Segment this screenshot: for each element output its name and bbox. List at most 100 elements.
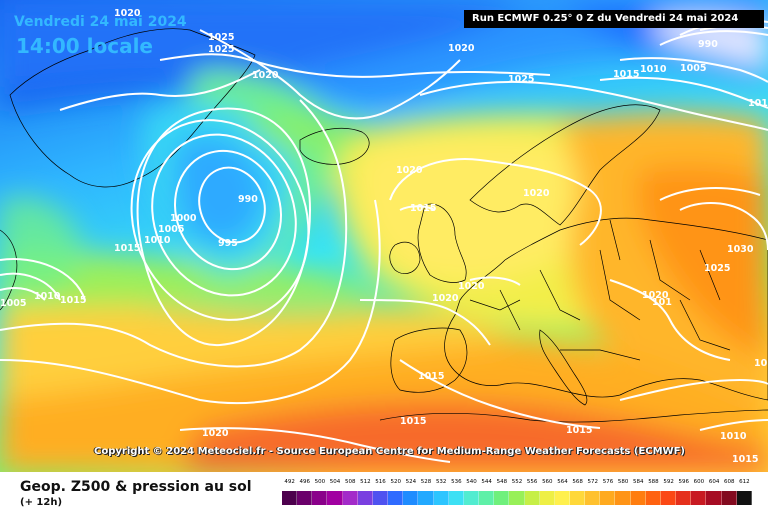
scale-label: 544 — [481, 479, 492, 485]
scale-cell — [524, 491, 540, 505]
isobar-label: 1000 — [170, 213, 197, 224]
scale-label: 608 — [724, 479, 735, 485]
scale-cell — [327, 491, 343, 505]
scale-label: 528 — [420, 479, 432, 485]
scale-cell — [357, 491, 373, 505]
legend-bar: Geop. Z500 & pression au sol (+ 12h) 492… — [0, 472, 768, 512]
isobar-label: 1020 — [252, 70, 279, 81]
forecast-local-time: 14:00 locale — [16, 34, 153, 58]
scale-cell — [615, 491, 631, 505]
isobar-1025-east — [659, 187, 761, 201]
band-gold-mid — [0, 300, 520, 400]
scale-label: 500 — [314, 479, 326, 485]
greenland-coast — [9, 28, 256, 188]
scale-cell — [403, 491, 419, 505]
isobar-label: 1020 — [114, 8, 141, 19]
isobar-label: 1015 — [732, 454, 758, 465]
band-orange-east — [637, 165, 768, 360]
isobar-ne-low-1005 — [659, 30, 768, 46]
italy-coast — [539, 329, 588, 406]
isobar-label: 995 — [218, 238, 238, 249]
isobar-label: 1020 — [523, 188, 550, 199]
isobar-label: 1010 — [640, 64, 667, 75]
scale-cell — [554, 491, 570, 505]
color-scale-labels: 492 496 500 504 508 512 516 520 524 528 532 536 540 5… — [282, 479, 752, 489]
scale-cell — [736, 491, 752, 505]
isobar-label: 1025 — [508, 74, 534, 85]
scale-label: 552 — [511, 479, 523, 485]
scale-label: 584 — [633, 479, 644, 485]
legend-subtitle: (+ 12h) — [20, 497, 63, 508]
isobar-low-1010 — [136, 107, 312, 347]
scale-label: 560 — [542, 479, 553, 485]
forecast-map: 1020 1025 1025 1020 1020 1025 990 1005 1… — [0, 0, 768, 472]
scale-label: 516 — [375, 479, 386, 485]
isobar-1020-east — [609, 279, 731, 361]
isobar-label: 1020 — [458, 281, 485, 292]
isobar-1020-greenland — [59, 69, 261, 111]
scale-cell — [660, 491, 677, 505]
ireland-coast — [389, 241, 421, 274]
scale-label: 588 — [648, 479, 659, 485]
scale-cell — [448, 491, 464, 505]
scale-cell — [388, 491, 404, 505]
isobars — [0, 19, 768, 463]
isobar-low-1005 — [130, 119, 310, 321]
band-light-yellow — [356, 135, 621, 283]
isobar-label: 1015 — [410, 203, 436, 214]
forecast-date: Vendredi 24 mai 2024 — [14, 14, 187, 30]
scale-cell — [569, 491, 586, 505]
isobar-label: 1015 — [418, 371, 444, 382]
scale-cell — [509, 491, 525, 505]
scale-cell — [282, 491, 298, 505]
africa-coast — [379, 409, 768, 423]
isobar-label: 1015 — [60, 295, 86, 306]
isobar-1015-uk — [399, 205, 436, 211]
scale-cell — [676, 491, 692, 505]
isobar-1015-west — [0, 99, 348, 368]
scandinavia-coast — [469, 104, 661, 226]
scale-label: 492 — [284, 479, 295, 485]
isobar-1010-left — [0, 272, 61, 301]
scale-label: 604 — [708, 479, 720, 485]
isobar-label: 1020 — [396, 165, 423, 176]
scale-label: 532 — [435, 479, 447, 485]
iberia-coast — [390, 327, 468, 393]
color-scale-cells — [282, 491, 752, 505]
scale-cell — [691, 491, 707, 505]
isobar-label: 1025 — [208, 44, 234, 55]
isobar-label: 1010 — [144, 235, 171, 246]
scale-cell — [312, 491, 328, 505]
isobar-1030-east — [679, 202, 768, 251]
scale-cell — [706, 491, 722, 505]
isobar-label: 1010 — [34, 291, 61, 302]
isobar-label: 1020 — [202, 428, 229, 439]
isobar-label: 1015 — [114, 243, 140, 254]
iceland-coast — [299, 127, 370, 165]
isobar-1020-mid — [359, 299, 491, 346]
scale-label: 612 — [739, 479, 750, 485]
uk-coast — [417, 203, 467, 283]
scale-label: 572 — [587, 479, 599, 485]
band-red-south — [180, 401, 768, 472]
scale-cell — [463, 491, 480, 505]
scale-cell — [433, 491, 449, 505]
scale-cell — [600, 491, 616, 505]
color-scale: 492 496 500 504 508 512 516 520 524 528 532 536 540 5… — [282, 479, 752, 507]
isobar-label: 1005 — [680, 63, 706, 74]
scale-label: 596 — [678, 479, 690, 485]
scale-label: 504 — [329, 479, 341, 485]
isobar-label: 1025 — [704, 263, 730, 274]
isobar-label: 1025 — [208, 32, 234, 43]
isobar-label: 1005 — [0, 298, 26, 309]
isobar-label: 1010 — [720, 431, 747, 442]
band-green-north — [240, 113, 370, 154]
band-white-ne — [650, 14, 768, 71]
copyright-notice: Copyright © 2024 Meteociel.fr - Source E… — [94, 446, 685, 457]
scale-label: 592 — [663, 479, 674, 485]
scale-label: 508 — [344, 479, 356, 485]
isobar-label: 101 — [652, 297, 672, 308]
scale-cell — [494, 491, 510, 505]
scale-label: 556 — [526, 479, 538, 485]
